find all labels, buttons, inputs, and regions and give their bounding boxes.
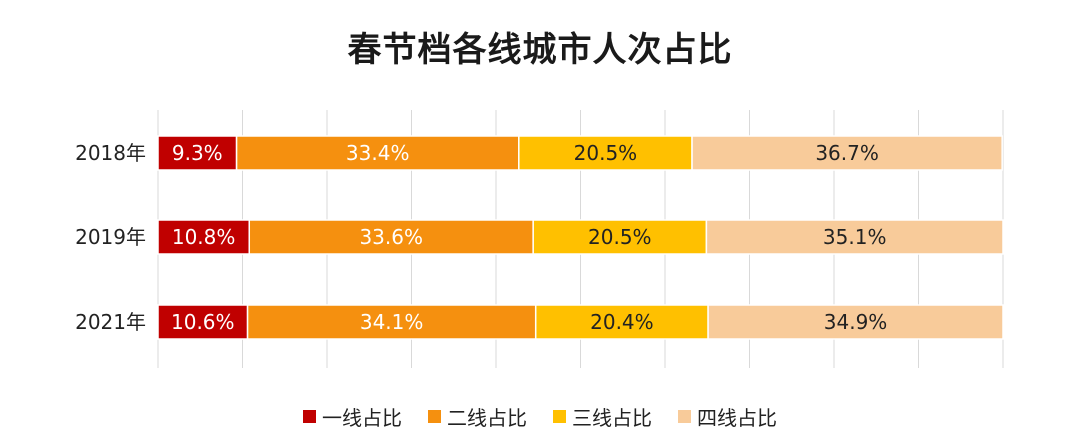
data-label: 33.4% (346, 141, 410, 165)
legend-item: 四线占比 (678, 402, 777, 431)
category-label: 2018年 (75, 141, 146, 165)
data-label: 10.6% (171, 310, 235, 334)
bar-segment (691, 135, 1003, 171)
legend-item: 三线占比 (553, 402, 652, 431)
legend-label: 四线占比 (697, 406, 777, 430)
data-label: 10.8% (172, 225, 236, 249)
data-label: 34.1% (360, 310, 424, 334)
legend-label: 三线占比 (572, 406, 652, 430)
legend-item: 一线占比 (303, 402, 402, 431)
data-label: 20.5% (588, 225, 652, 249)
bar-segment (532, 219, 708, 255)
legend-label: 一线占比 (322, 406, 402, 430)
data-label: 35.1% (823, 225, 887, 249)
legend-swatch (553, 410, 566, 423)
category-label: 2019年 (75, 225, 146, 249)
data-label: 20.5% (574, 141, 638, 165)
data-label: 9.3% (172, 141, 223, 165)
data-label: 20.4% (590, 310, 654, 334)
data-label: 34.9% (824, 310, 888, 334)
legend-swatch (303, 410, 316, 423)
bar-segment (534, 304, 709, 340)
legend-swatch (428, 410, 441, 423)
legend-label: 二线占比 (447, 406, 527, 430)
legend-swatch (678, 410, 691, 423)
legend-item: 二线占比 (428, 402, 527, 431)
bar-segment (248, 219, 534, 255)
bar-segment (707, 304, 1004, 340)
bar-segment (705, 219, 1004, 255)
data-label: 36.7% (815, 141, 879, 165)
data-label: 33.6% (359, 225, 423, 249)
bar-segment (246, 304, 537, 340)
chart-title: 春节档各线城市人次占比 (347, 30, 733, 70)
chart-legend: 一线占比 二线占比 三线占比 四线占比 (0, 402, 1080, 431)
category-label: 2021年 (75, 310, 146, 334)
